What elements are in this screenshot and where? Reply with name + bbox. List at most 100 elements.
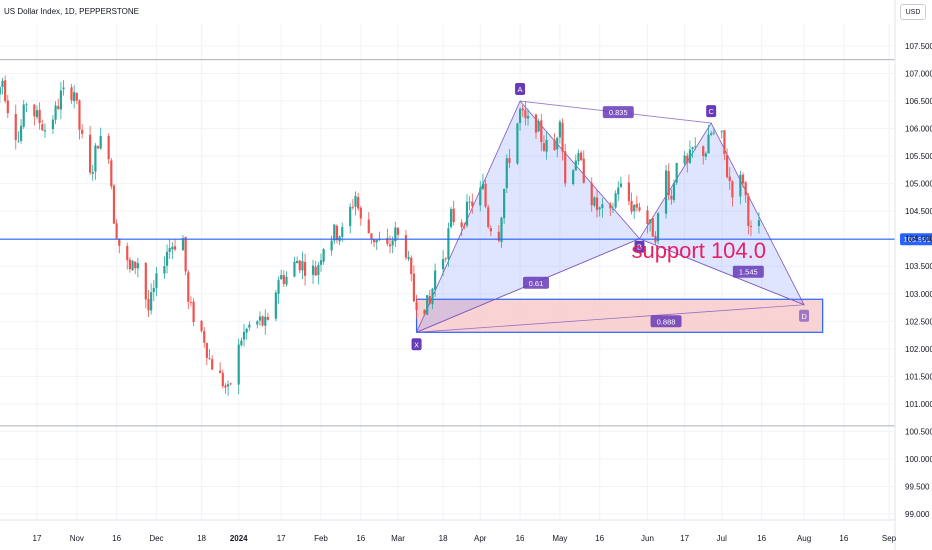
candle-body [396, 227, 400, 235]
ratio-marker [650, 315, 682, 328]
candle-body [471, 201, 474, 207]
candle-body [173, 246, 177, 250]
candle-body [553, 139, 556, 150]
candle-body [317, 265, 320, 276]
candle-body [428, 295, 431, 304]
candle-body [441, 259, 445, 270]
candle-body [1, 80, 4, 87]
candle-body [14, 114, 17, 141]
candle-body [710, 133, 713, 135]
time-tick-label: 16 [757, 534, 766, 543]
candle-body [614, 193, 617, 208]
candle-body [293, 261, 296, 277]
candle-body [633, 204, 636, 212]
candle-body [704, 153, 707, 157]
candle-body [163, 266, 166, 274]
candle-body [248, 324, 251, 328]
candle-body [702, 146, 705, 156]
candle-body [131, 260, 134, 271]
candle-body [165, 251, 169, 266]
ratio-marker [732, 265, 764, 278]
candle-body [333, 224, 336, 241]
candle-body [211, 359, 214, 370]
price-tick-label: 104.000 [905, 235, 932, 244]
candle-body [609, 203, 612, 209]
time-tick-label: 17 [33, 534, 42, 543]
candle-body [449, 209, 453, 227]
reference-lines [0, 59, 895, 427]
candle-body [526, 115, 530, 119]
candle-body [524, 110, 527, 119]
candle-body [200, 320, 203, 331]
candle-body [749, 226, 753, 228]
candle-body [484, 183, 487, 207]
candle-body [556, 137, 559, 150]
candle-body [725, 155, 729, 178]
candle-body [354, 195, 357, 207]
time-tick-label: 17 [277, 534, 286, 543]
candle-body [635, 203, 638, 208]
price-tick-label: 99.500 [905, 482, 930, 491]
time-tick-label: Jul [717, 534, 727, 543]
candle-body [75, 92, 78, 101]
candle-body [670, 195, 673, 200]
candle-body [147, 298, 150, 311]
candle-body [627, 182, 630, 202]
candle-body [649, 219, 652, 224]
candle-body [744, 182, 747, 196]
candle-body [423, 309, 426, 315]
ratio-marker [522, 276, 549, 289]
candle-body [22, 104, 25, 127]
candle-body [51, 119, 55, 130]
candle-body [261, 316, 264, 326]
candle-body [322, 249, 325, 262]
price-tick-label: 107.500 [905, 42, 932, 51]
candle-body [155, 273, 158, 288]
candle-body [672, 183, 676, 201]
candle-body [434, 270, 437, 291]
candle-body [691, 147, 694, 150]
time-tick-label: 16 [516, 534, 525, 543]
point-marker [799, 309, 810, 322]
candle-body [205, 343, 208, 358]
currency-selector[interactable]: USD [900, 4, 926, 20]
time-tick-label: Nov [70, 534, 84, 543]
candle-body [595, 197, 599, 211]
price-tick-label: 100.500 [905, 427, 932, 436]
candle-body [656, 213, 660, 242]
candle-body [357, 197, 360, 209]
candle-body [741, 174, 745, 184]
candle-body [580, 152, 583, 160]
candle-body [720, 131, 723, 133]
candle-body [351, 206, 354, 208]
candle-body [564, 151, 567, 184]
candle-body [168, 248, 171, 252]
ratio-label: 0.835 [609, 108, 628, 117]
price-tick-label: 99.000 [905, 510, 930, 519]
candle-body [694, 146, 697, 148]
candle-body [258, 316, 262, 321]
candle-body [707, 134, 710, 154]
candle-body [372, 238, 376, 243]
candle-body [17, 140, 20, 142]
candle-body [688, 149, 692, 163]
candle-body [41, 124, 44, 131]
time-tick-label: 16 [595, 534, 604, 543]
xd-line [416, 304, 805, 333]
candle-body [497, 231, 500, 241]
candle-body [638, 207, 641, 211]
candle-body [280, 275, 283, 280]
candle-body [330, 240, 333, 251]
candle-body [505, 158, 508, 189]
candle-body [447, 228, 450, 260]
current-price-label: 103.991 [903, 235, 930, 244]
time-tick-label: Feb [314, 534, 328, 543]
candle-body [444, 258, 447, 260]
candle-body [245, 328, 248, 333]
candle-body [542, 143, 546, 151]
candle-body [242, 331, 246, 340]
candle-body [274, 292, 277, 319]
